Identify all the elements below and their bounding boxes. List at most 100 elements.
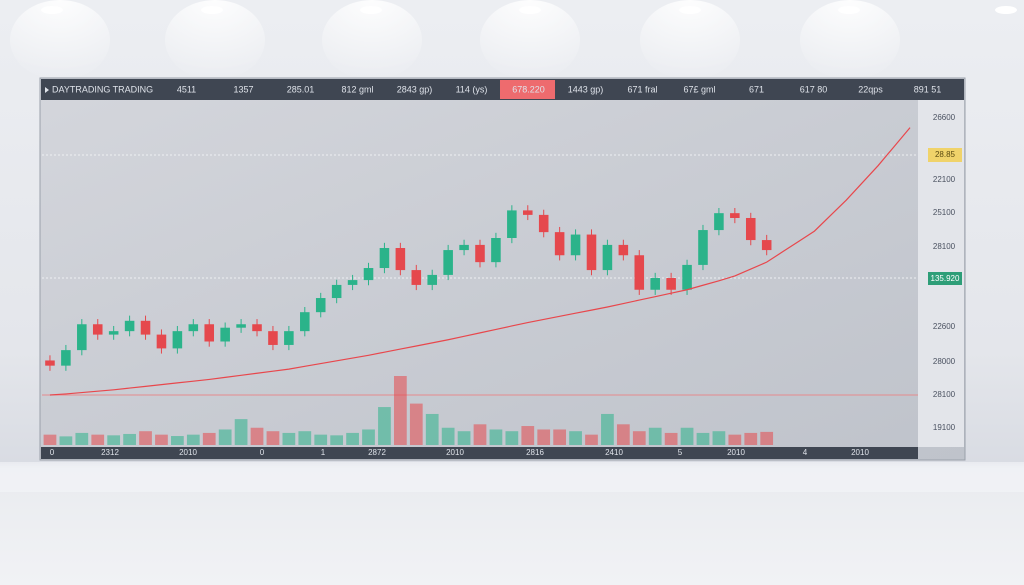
volume-bar bbox=[282, 432, 296, 445]
candle-body bbox=[268, 331, 278, 345]
candle-body bbox=[427, 274, 437, 285]
volume-bar bbox=[123, 433, 136, 445]
candle-body bbox=[682, 264, 692, 290]
y-axis-label: 25100 bbox=[933, 208, 956, 217]
x-axis-label: 2816 bbox=[526, 448, 544, 457]
volume-bar bbox=[760, 431, 774, 445]
candle-body bbox=[331, 284, 342, 299]
candle-body bbox=[491, 238, 501, 263]
y-axis-label: 28000 bbox=[933, 357, 956, 366]
volume-bar bbox=[139, 431, 152, 445]
header-cell: 67£ gml bbox=[683, 84, 715, 94]
candle-body bbox=[300, 312, 310, 332]
candle-body bbox=[459, 244, 469, 251]
x-axis-label: 2010 bbox=[851, 448, 869, 457]
x-axis-label: 4 bbox=[803, 448, 808, 457]
header-cell: 1357 bbox=[233, 84, 253, 94]
candle-body bbox=[443, 250, 453, 275]
candle-body bbox=[92, 324, 103, 335]
volume-bar bbox=[43, 434, 57, 445]
volume-bar bbox=[250, 427, 264, 445]
volume-bar bbox=[107, 435, 121, 445]
volume-bar bbox=[696, 432, 710, 445]
candle-body bbox=[634, 255, 645, 290]
candle-body bbox=[554, 232, 565, 256]
header-cell: 4511 bbox=[177, 84, 196, 94]
candle-body bbox=[172, 331, 183, 349]
volume-bar bbox=[378, 407, 391, 445]
volume-bar bbox=[59, 436, 73, 445]
header-cell: 671 bbox=[749, 84, 764, 94]
candle-body bbox=[538, 214, 549, 233]
header-title: DAYTRADING TRADING bbox=[52, 84, 153, 94]
floor-reflection bbox=[0, 462, 1024, 492]
x-axis-label: 0 bbox=[50, 448, 55, 457]
candle-body bbox=[156, 334, 167, 349]
volume-bar bbox=[441, 427, 455, 445]
volume-bar bbox=[393, 376, 407, 445]
header-cell: 1443 gp) bbox=[568, 84, 604, 94]
y-axis-label: 28100 bbox=[933, 390, 956, 399]
x-axis-label: 2872 bbox=[368, 448, 386, 457]
volume-bar bbox=[473, 424, 487, 445]
volume-bar bbox=[425, 413, 439, 445]
volume-bar bbox=[728, 434, 742, 445]
y-axis-label: 22600 bbox=[933, 322, 956, 331]
header-cell: 891 51 bbox=[914, 84, 942, 94]
candle-body bbox=[204, 324, 215, 342]
candle-body bbox=[188, 324, 199, 332]
x-axis-label: 2010 bbox=[179, 448, 197, 457]
volume-bar bbox=[553, 429, 567, 445]
x-axis-label: 1 bbox=[321, 448, 326, 457]
candle-body bbox=[124, 320, 135, 332]
candle-body bbox=[347, 280, 358, 285]
volume-bar bbox=[601, 413, 614, 445]
volume-bar bbox=[202, 432, 216, 445]
x-axis-label: 2010 bbox=[727, 448, 745, 457]
header-cell: 617 80 bbox=[800, 84, 828, 94]
candle-body bbox=[220, 327, 230, 342]
volume-bar bbox=[171, 436, 184, 445]
candle-body bbox=[650, 278, 660, 290]
ceiling-lights bbox=[10, 0, 1017, 80]
candle-body bbox=[284, 331, 294, 345]
header-cell: 285.01 bbox=[287, 84, 315, 94]
candle-body bbox=[252, 324, 262, 332]
candle-body bbox=[236, 324, 246, 328]
y-axis-label: 19100 bbox=[933, 423, 956, 432]
volume-bar bbox=[362, 429, 375, 445]
volume-bar bbox=[186, 434, 200, 445]
volume-bar bbox=[664, 432, 678, 445]
volume-bar bbox=[234, 419, 248, 445]
volume-bar bbox=[489, 429, 503, 445]
header-cell-highlight bbox=[500, 80, 555, 99]
volume-bar bbox=[616, 424, 630, 445]
volume-bar bbox=[218, 429, 232, 445]
candle-body bbox=[666, 278, 676, 290]
candle-body bbox=[570, 234, 581, 256]
candle-body bbox=[714, 213, 724, 231]
candle-body bbox=[395, 248, 406, 271]
candle-body bbox=[523, 210, 533, 215]
volume-bar bbox=[266, 431, 280, 445]
candle-body bbox=[45, 360, 55, 366]
candle-body bbox=[586, 234, 597, 271]
candle-body bbox=[61, 350, 71, 366]
candle-body bbox=[379, 248, 390, 269]
volume-bar bbox=[712, 431, 726, 445]
price-tag bbox=[928, 148, 962, 162]
volume-bar bbox=[744, 432, 758, 445]
y-axis-label: 28100 bbox=[933, 242, 956, 251]
volume-bar bbox=[155, 434, 168, 445]
volume-bar bbox=[298, 431, 312, 445]
volume-bar bbox=[585, 434, 598, 445]
volume-bar bbox=[505, 431, 519, 445]
header-cell: 812 gml bbox=[341, 84, 373, 94]
header-cell: 114 (ys) bbox=[456, 84, 488, 94]
volume-bar bbox=[330, 435, 344, 445]
x-axis-label: 2312 bbox=[101, 448, 119, 457]
price-tag bbox=[928, 272, 962, 285]
y-axis-label: 22100 bbox=[933, 175, 956, 184]
volume-bar bbox=[569, 431, 582, 445]
